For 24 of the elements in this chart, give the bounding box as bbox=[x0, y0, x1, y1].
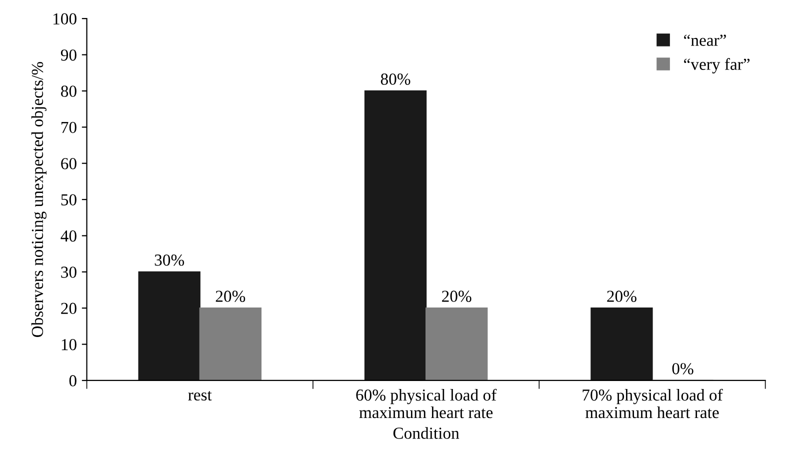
y-tick-label: 0 bbox=[69, 375, 76, 386]
data-label: 20% bbox=[607, 290, 636, 302]
y-axis-title: Observers noticing unexpected objects/% bbox=[31, 62, 47, 337]
data-label: 20% bbox=[442, 290, 472, 302]
y-tick-label: 50 bbox=[61, 194, 76, 206]
y-tick-label: 90 bbox=[60, 49, 76, 61]
x-tick-label: 70% physical load of maximum heart rate bbox=[582, 388, 723, 418]
y-tick-label: 100 bbox=[54, 13, 76, 25]
y-tick-label: 20 bbox=[61, 302, 76, 314]
x-axis-title: Condition bbox=[393, 427, 460, 439]
legend-label: “very far” bbox=[684, 58, 750, 74]
y-tick-label: 80 bbox=[61, 86, 76, 97]
data-label: 80% bbox=[380, 74, 410, 85]
y-tick-label: 70 bbox=[62, 122, 76, 134]
x-tick-label: 60% physical load of maximum heart rate bbox=[356, 388, 497, 418]
x-tick-label: rest bbox=[188, 390, 212, 401]
y-tick-label: 30 bbox=[61, 266, 76, 278]
data-label: 30% bbox=[154, 254, 184, 266]
data-label: 20% bbox=[216, 290, 246, 302]
y-tick-label: 60 bbox=[61, 158, 76, 170]
y-tick-label: 40 bbox=[60, 230, 76, 242]
legend-label: “near” bbox=[684, 34, 726, 46]
y-tick-label: 10 bbox=[62, 338, 76, 350]
data-label: 0% bbox=[672, 363, 694, 374]
